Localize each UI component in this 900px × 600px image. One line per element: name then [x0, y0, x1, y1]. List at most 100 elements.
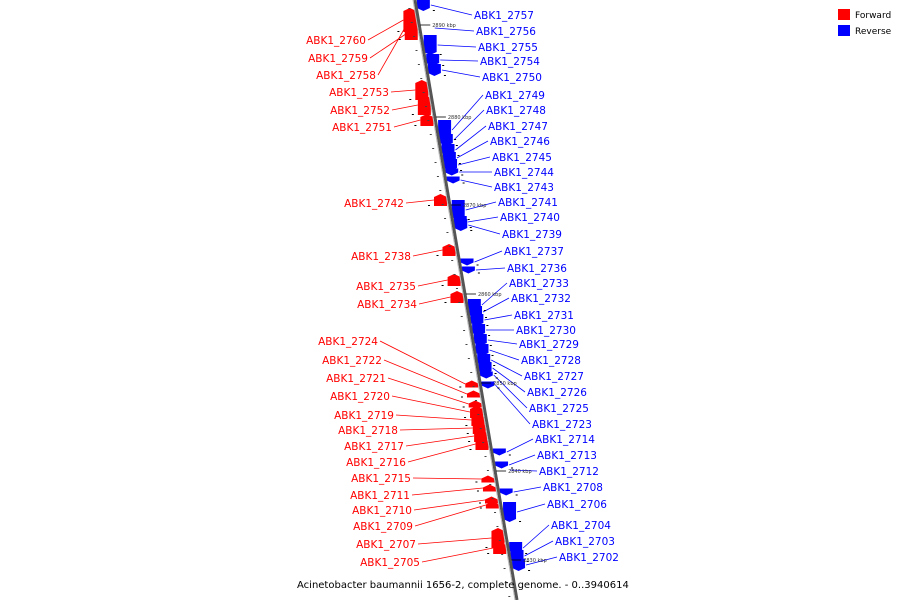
ABK1_2702-leader — [525, 556, 558, 566]
gene-label-forward: ABK1_2734 — [357, 299, 417, 311]
ABK1_2726-gene-arrow — [478, 362, 492, 374]
gene-label-reverse: ABK1_2706 — [547, 499, 607, 511]
ABK1_2721-tick — [462, 406, 465, 408]
ABK1_2709-tick — [479, 507, 482, 509]
ABK1_2752-tick — [411, 114, 414, 115]
minor-tick — [422, 92, 425, 93]
ABK1_2756-leader — [434, 27, 475, 32]
ABK1_2751-tick — [414, 125, 417, 126]
gene-label-reverse: ABK1_2754 — [480, 56, 540, 68]
ABK1_2708-gene-arrow — [499, 488, 513, 496]
ABK1_2715-gene-arrow — [481, 475, 495, 483]
ABK1_2752-gene-arrow — [417, 95, 431, 115]
minor-tick — [472, 386, 475, 387]
gene-label-forward: ABK1_2720 — [330, 391, 390, 403]
ABK1_2743-tick — [462, 182, 465, 184]
minor-tick — [453, 274, 456, 275]
ABK1_2713-tick — [511, 467, 514, 469]
gene-label-reverse: ABK1_2744 — [494, 167, 554, 179]
minor-tick — [425, 106, 428, 107]
minor-tick — [503, 568, 506, 569]
minor-tick — [417, 64, 420, 65]
ABK1_2725-leader — [493, 374, 528, 409]
ABK1_2718-leader — [399, 427, 473, 431]
ABK1_2710-tick — [479, 502, 481, 504]
ABK1_2750-tick — [443, 75, 446, 76]
ABK1_2717-leader — [405, 435, 475, 447]
ABK1_2745-leader — [457, 156, 491, 166]
minor-tick — [441, 204, 444, 205]
ABK1_2706-leader — [516, 503, 546, 513]
ABK1_2734-tick — [444, 302, 447, 303]
gene-label-reverse: ABK1_2737 — [504, 246, 564, 258]
ABK1_2741-tick — [467, 219, 470, 220]
ABK1_2717-tick — [468, 441, 471, 442]
gene-label-reverse: ABK1_2714 — [535, 434, 595, 446]
legend: Forward Reverse — [838, 9, 892, 37]
gene-label-reverse: ABK1_2723 — [532, 419, 592, 431]
ABK1_2737-tick — [476, 264, 479, 266]
ABK1_2753-gene-arrow — [415, 80, 429, 100]
ABK1_2710-leader — [413, 499, 486, 511]
legend-reverse-swatch — [838, 25, 850, 36]
scale-label: 2890 kbp — [432, 23, 456, 29]
gene-label-reverse: ABK1_2731 — [514, 310, 574, 322]
minor-tick — [484, 456, 487, 457]
gene-label-forward: ABK1_2707 — [356, 539, 416, 551]
gene-label-reverse: ABK1_2733 — [509, 278, 569, 290]
ABK1_2731-tick — [486, 325, 489, 326]
ABK1_2704-tick — [525, 553, 528, 554]
minor-tick — [432, 148, 435, 149]
gene-label-reverse: ABK1_2739 — [502, 229, 562, 241]
ABK1_2760-tick — [397, 31, 400, 32]
ABK1_2714-tick — [508, 454, 511, 456]
ABK1_2750-leader — [441, 69, 481, 78]
minor-tick — [505, 582, 508, 583]
gene-label-reverse: ABK1_2747 — [488, 121, 548, 133]
legend-reverse-label: Reverse — [855, 27, 892, 37]
ABK1_2745-gene-arrow — [444, 159, 458, 171]
minor-tick — [455, 288, 458, 289]
gene-label-reverse: ABK1_2727 — [524, 371, 584, 383]
ABK1_2749-tick — [454, 139, 457, 140]
ABK1_2729-gene-arrow — [473, 334, 487, 346]
ABK1_2734-leader — [418, 296, 451, 305]
gene-label-reverse: ABK1_2741 — [498, 197, 558, 209]
gene-label-forward: ABK1_2738 — [351, 251, 411, 263]
ABK1_2719-tick — [465, 425, 468, 426]
ABK1_2758-gene-arrow — [404, 16, 418, 40]
minor-tick — [496, 526, 499, 527]
minor-tick — [439, 190, 442, 191]
minor-tick — [410, 22, 413, 23]
ABK1_2754-tick — [442, 65, 445, 66]
ABK1_2727-leader — [491, 359, 523, 377]
minor-tick — [482, 442, 485, 443]
ABK1_2725-gene-arrow — [479, 371, 493, 379]
ABK1_2718-tick — [466, 433, 469, 434]
ABK1_2723-leader — [495, 384, 531, 425]
ABK1_2738-tick — [436, 255, 439, 256]
gene-label-forward: ABK1_2753 — [329, 87, 389, 99]
ABK1_2734-gene-arrow — [450, 291, 464, 303]
ABK1_2707-leader — [417, 537, 492, 545]
gene-label-reverse: ABK1_2728 — [521, 355, 581, 367]
ABK1_2737-gene-arrow — [460, 258, 474, 266]
gene-label-forward: ABK1_2711 — [350, 490, 410, 502]
gene-label-reverse: ABK1_2713 — [537, 450, 597, 462]
ABK1_2757-leader — [430, 4, 473, 16]
legend-forward-swatch — [838, 9, 850, 20]
minor-tick — [448, 246, 451, 247]
ABK1_2733-tick — [483, 310, 486, 311]
ABK1_2737-leader — [474, 250, 503, 263]
ABK1_2728-leader — [489, 349, 520, 361]
ABK1_2703-leader — [524, 540, 554, 557]
ABK1_2747-leader — [455, 125, 487, 151]
minor-tick — [470, 372, 473, 373]
ABK1_2745-tick — [460, 170, 463, 171]
ABK1_2719-leader — [395, 414, 472, 421]
minor-tick — [446, 232, 449, 233]
ABK1_2740-tick — [469, 227, 472, 228]
ABK1_2739-gene-arrow — [454, 219, 468, 231]
ABK1_2704-leader — [522, 524, 550, 549]
ABK1_2740-leader — [467, 216, 499, 223]
